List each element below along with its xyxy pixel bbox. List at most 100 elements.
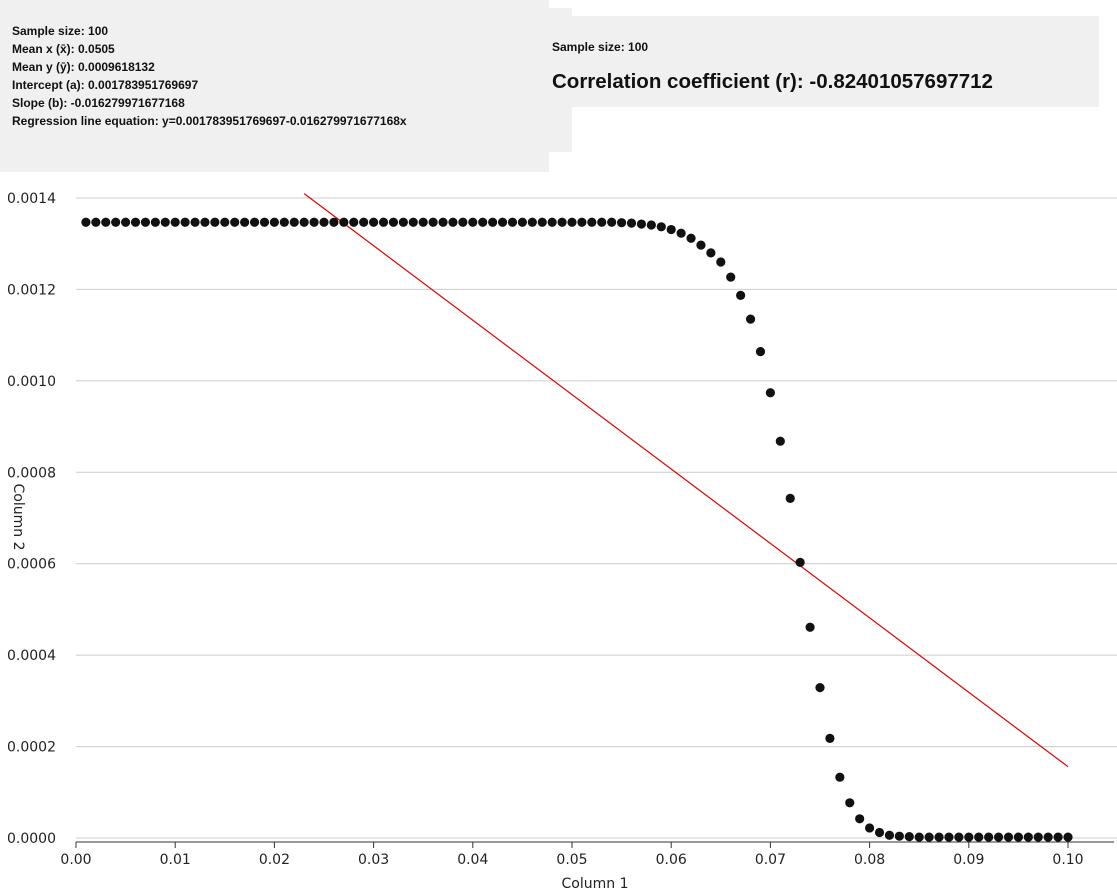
data-point (220, 217, 230, 227)
data-point (646, 220, 656, 230)
regression-stats-list: Sample size: 100 Mean x (x̄): 0.0505 Mea… (12, 22, 407, 130)
data-point (369, 217, 379, 227)
data-point (934, 832, 944, 842)
data-point (894, 831, 904, 841)
data-point (686, 233, 696, 243)
x-tick-label: 0.07 (755, 852, 786, 868)
data-point (696, 240, 706, 250)
x-tick-label: 0.10 (1052, 852, 1083, 868)
stat-intercept: Intercept (a): 0.001783951769697 (12, 78, 199, 92)
data-point (101, 217, 111, 227)
data-point (388, 217, 399, 227)
data-point (954, 832, 964, 842)
data-point (706, 248, 716, 258)
data-point (765, 388, 776, 398)
x-tick-label: 0.02 (259, 852, 290, 868)
data-point (190, 217, 200, 227)
data-point (914, 832, 924, 842)
correlation-coefficient: Correlation coefficient (r): -0.82401057… (552, 70, 993, 93)
data-point (438, 217, 448, 227)
data-point (279, 217, 289, 227)
data-point (408, 217, 418, 227)
regression-line-group (303, 193, 1069, 768)
x-tick-label: 0.03 (358, 852, 389, 868)
x-tick-label: 0.08 (854, 852, 885, 868)
x-tick-label: 0.06 (656, 852, 687, 868)
data-point (785, 493, 795, 503)
stat-slope: Slope (b): -0.016279971677168 (12, 96, 185, 110)
data-point (130, 217, 141, 227)
data-point (904, 832, 914, 842)
data-point (507, 217, 518, 227)
x-tick-label: 0.00 (60, 852, 91, 868)
data-point (329, 217, 339, 227)
data-point (1053, 832, 1063, 842)
data-point (855, 814, 865, 824)
data-point (299, 217, 309, 227)
data-point (805, 622, 815, 632)
data-point (1003, 832, 1014, 842)
data-point (666, 224, 676, 235)
data-point (230, 217, 240, 227)
data-point (418, 217, 428, 227)
y-tick-label: 0.0006 (7, 557, 56, 573)
data-point (111, 217, 121, 227)
data-point (240, 217, 250, 227)
data-point (745, 314, 756, 324)
x-tick-label: 0.09 (953, 852, 984, 868)
y-axis-title: Column 2 (10, 484, 26, 551)
data-point (597, 217, 607, 227)
data-point (81, 217, 91, 227)
correlation-panel: Sample size: 100 Correlation coefficient… (541, 16, 1099, 107)
data-point (587, 217, 597, 227)
data-point (716, 257, 726, 267)
data-point (1023, 832, 1033, 842)
data-point (676, 228, 686, 238)
x-axis-title: Column 1 (562, 876, 629, 890)
data-point (845, 798, 855, 808)
axes: 0.0000 0.0002 0.0004 0.0006 0.0008 0.0010 0.00… (7, 191, 1114, 868)
y-tick-label: 0.0004 (7, 648, 56, 664)
data-point (825, 733, 835, 743)
data-point (835, 772, 845, 782)
data-point (924, 832, 934, 842)
data-point (210, 217, 220, 227)
data-point (468, 217, 478, 227)
data-point (458, 217, 468, 227)
data-point (91, 217, 101, 227)
data-point (1063, 832, 1073, 842)
x-tick-label: 0.05 (556, 852, 587, 868)
y-tick-label: 0.0010 (7, 374, 56, 390)
data-point (636, 219, 647, 229)
data-point (170, 217, 180, 227)
data-point (1043, 832, 1053, 842)
data-point (656, 222, 666, 232)
y-tick-label: 0.0000 (7, 831, 56, 847)
data-point (1033, 832, 1043, 842)
data-point (140, 217, 151, 227)
data-point (249, 217, 260, 227)
data-point (359, 217, 369, 227)
data-point (1013, 832, 1024, 842)
y-tick-label: 0.0014 (7, 191, 56, 207)
data-point (448, 217, 458, 227)
data-point (259, 217, 270, 227)
data-point (795, 557, 805, 567)
x-tick-label: 0.04 (457, 852, 488, 868)
stat-sample-size: Sample size: 100 (12, 24, 109, 38)
data-point (736, 290, 746, 300)
data-point (150, 217, 160, 227)
data-point (289, 217, 299, 227)
data-points (81, 217, 1073, 842)
data-point (626, 218, 637, 228)
y-tick-label: 0.0002 (7, 740, 56, 756)
y-tick-label: 0.0012 (7, 282, 56, 298)
data-point (428, 217, 438, 227)
data-point (884, 830, 895, 840)
data-point (378, 217, 389, 227)
data-point (200, 217, 210, 227)
data-point (874, 827, 885, 838)
correlation-sample-size: Sample size: 100 (552, 40, 649, 54)
data-point (478, 217, 488, 227)
